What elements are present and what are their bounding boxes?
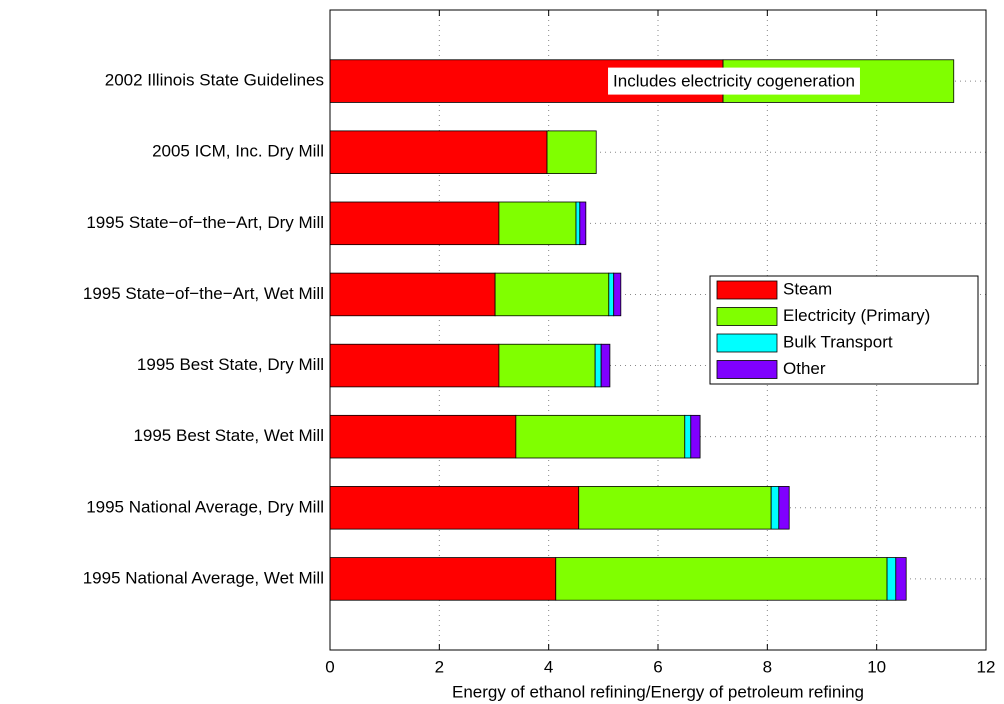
bar-segment bbox=[600, 343, 611, 388]
bar-segment bbox=[579, 201, 587, 246]
bar-segment bbox=[494, 272, 610, 317]
bar-segment bbox=[594, 343, 602, 388]
x-tick-label: 8 bbox=[763, 657, 772, 676]
legend-label: Steam bbox=[783, 279, 832, 298]
x-tick-label: 4 bbox=[544, 657, 553, 676]
bar-segment bbox=[329, 414, 517, 459]
bar-segment bbox=[578, 486, 772, 530]
bar-segment bbox=[555, 557, 888, 601]
legend-swatch bbox=[716, 280, 778, 300]
y-tick-label: 1995 Best State, Dry Mill bbox=[137, 355, 324, 374]
y-tick-label: 2005 ICM, Inc. Dry Mill bbox=[152, 142, 324, 161]
legend-swatch bbox=[716, 307, 778, 326]
bar-segment bbox=[498, 343, 596, 388]
y-tick-label: 1995 Best State, Wet Mill bbox=[133, 426, 324, 445]
bar-segment bbox=[329, 201, 500, 246]
annotation: Includes electricity cogeneration bbox=[613, 72, 855, 91]
bar-segment bbox=[608, 272, 615, 317]
y-tick-label: 1995 State−of−the−Art, Wet Mill bbox=[83, 284, 324, 303]
legend-label: Other bbox=[783, 359, 826, 378]
bar-segment bbox=[329, 130, 548, 174]
legend-swatch bbox=[716, 333, 778, 353]
bar-segment bbox=[329, 486, 580, 530]
bar-segment bbox=[329, 343, 500, 388]
bar-segment bbox=[329, 272, 496, 317]
bar-segment bbox=[546, 130, 597, 174]
bar-segment bbox=[498, 201, 577, 246]
bar-segment bbox=[329, 557, 557, 601]
y-tick-label: 2002 Illinois State Guidelines bbox=[105, 71, 324, 90]
legend-label: Bulk Transport bbox=[783, 332, 893, 351]
bar-segment bbox=[684, 414, 692, 459]
legend-swatch bbox=[716, 360, 778, 379]
y-tick-label: 1995 State−of−the−Art, Dry Mill bbox=[86, 213, 324, 232]
x-tick-label: 6 bbox=[653, 657, 662, 676]
bar-segment bbox=[613, 272, 622, 317]
y-tick-label: 1995 National Average, Wet Mill bbox=[83, 568, 324, 587]
x-axis-label: Energy of ethanol refining/Energy of pet… bbox=[452, 682, 864, 701]
y-tick-label: 1995 National Average, Dry Mill bbox=[86, 497, 324, 516]
legend-label: Electricity (Primary) bbox=[783, 306, 930, 325]
bar-segment bbox=[690, 414, 701, 459]
annotation-box bbox=[608, 67, 860, 95]
bar-segment bbox=[515, 414, 686, 459]
x-tick-label: 12 bbox=[977, 657, 996, 676]
x-tick-label: 10 bbox=[867, 657, 886, 676]
bar-segment bbox=[895, 557, 907, 601]
plot-frame bbox=[329, 9, 987, 651]
x-tick-label: 2 bbox=[435, 657, 444, 676]
bar-segment bbox=[770, 486, 780, 530]
bar-segment bbox=[778, 486, 790, 530]
x-tick-label: 0 bbox=[325, 657, 334, 676]
bar-segment bbox=[886, 557, 897, 601]
bar-segment bbox=[575, 201, 581, 246]
